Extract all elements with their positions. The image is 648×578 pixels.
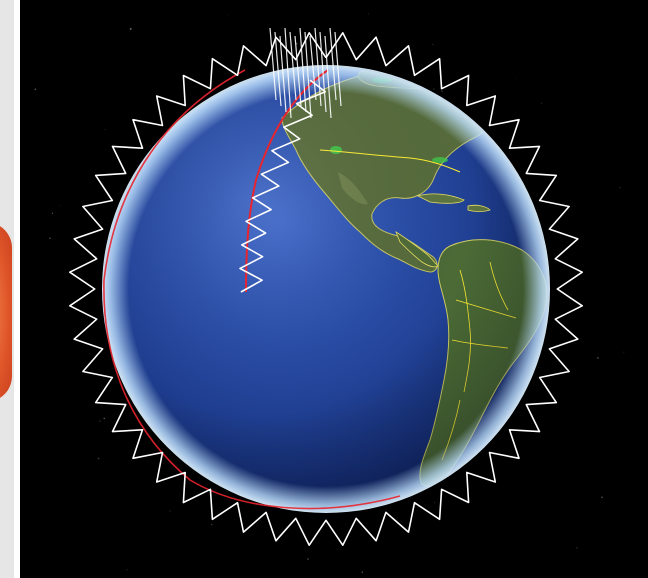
star [49,237,51,240]
star [540,102,542,104]
star [576,547,578,549]
star [59,205,61,206]
ground-track-limb [103,69,401,510]
star [51,212,54,214]
star [103,417,105,420]
star [601,496,603,499]
footprint-swath-track [239,79,327,293]
star [434,502,436,503]
globe-viewport[interactable] [20,0,648,578]
star [211,523,213,526]
star [433,88,435,90]
footprint-cluster [269,27,342,119]
star [104,128,106,130]
atmosphere-rim [102,65,550,513]
globe-canvas[interactable] [20,0,648,578]
star [68,509,69,510]
star [516,78,517,80]
footprint-ring [69,31,583,546]
star [597,357,599,359]
star [361,571,364,573]
side-panel [0,0,14,578]
side-orb [0,222,12,402]
star [619,187,621,189]
star [126,569,128,571]
star [169,510,171,512]
star [441,90,443,92]
ground-track-line [245,69,329,293]
landmass-greenland [489,85,541,116]
star [623,351,625,353]
star [125,21,127,22]
star [129,27,132,30]
star [367,13,369,15]
star [306,558,309,560]
star [432,43,434,45]
star [411,49,413,51]
star [581,328,582,329]
star [99,420,101,422]
star [227,15,228,17]
star [34,88,37,91]
star [97,457,100,460]
